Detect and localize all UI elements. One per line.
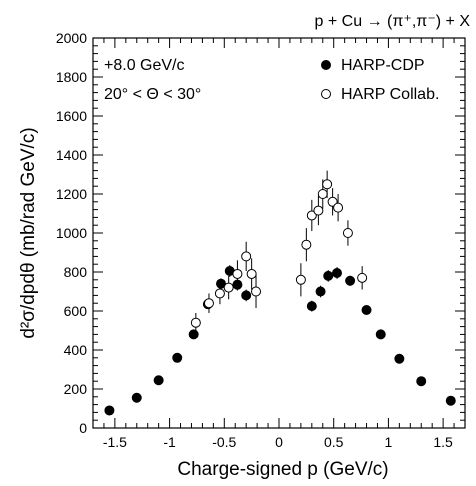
x-axis-ticks: -1.5 -1 -0.5 0 0.5 1 1.5 (92, 38, 466, 450)
x-tick-label: -1 (163, 434, 176, 450)
y-tick-label: 0 (79, 420, 87, 436)
y-axis-ticks: 0 200 400 600 800 1000 1200 1400 1600 1800 2000 (56, 30, 465, 436)
data-point-open (313, 205, 324, 216)
y-tick-label: 1800 (56, 69, 87, 85)
x-tick-label: 1.5 (433, 434, 453, 450)
data-point-open (190, 317, 201, 328)
data-point-open (342, 228, 353, 238)
data-point-filled (216, 278, 227, 289)
y-axis-title: d²σ/dpdθ (mb/rad GeV/c) (18, 127, 39, 338)
data-point-open (241, 251, 252, 262)
data-point-filled (306, 301, 317, 312)
y-tick-label: 1600 (56, 108, 87, 124)
data-point-open (333, 202, 344, 213)
data-point-open (232, 268, 243, 279)
data-point-filled (188, 329, 199, 340)
chart-title: p + Cu → (π⁺,π⁻) + X (315, 13, 471, 30)
y-tick-label: 2000 (56, 30, 87, 46)
data-point-open (203, 298, 214, 309)
data-point-filled (153, 375, 164, 386)
series-harp-cdp (104, 265, 456, 416)
data-series (104, 170, 456, 416)
legend-marker-harp-collab (321, 89, 331, 99)
data-point-filled (315, 286, 326, 297)
legend-marker-harp-cdp (321, 60, 331, 70)
y-tick-label: 400 (64, 342, 88, 358)
data-point-filled (394, 353, 405, 364)
x-tick-label: -0.5 (212, 434, 236, 450)
y-tick-label: 800 (64, 264, 88, 280)
data-point-filled (445, 395, 456, 406)
x-tick-label: -1.5 (103, 434, 127, 450)
y-tick-label: 1000 (56, 225, 87, 241)
x-axis-title: Charge-signed p (GeV/c) (177, 459, 388, 480)
data-point-open (214, 288, 225, 299)
data-point-open (306, 210, 317, 221)
beam-momentum-annotation: +8.0 GeV/c (104, 57, 185, 74)
legend: HARP-CDP HARP Collab. (321, 57, 439, 103)
data-point-filled (345, 275, 356, 286)
y-tick-label: 200 (64, 381, 88, 397)
legend-label-harp-collab: HARP Collab. (341, 86, 439, 103)
y-tick-label: 1400 (56, 147, 87, 163)
data-point-filled (416, 376, 427, 387)
data-point-open (223, 282, 234, 293)
series-harp-collab (190, 170, 368, 333)
y-tick-label: 1200 (56, 186, 87, 202)
data-point-filled (172, 352, 183, 363)
data-point-open (301, 239, 312, 250)
data-point-filled (361, 305, 372, 316)
data-point-filled (331, 267, 342, 278)
y-tick-label: 600 (64, 303, 88, 319)
data-point-open (251, 286, 262, 297)
legend-label-harp-cdp: HARP-CDP (341, 57, 425, 74)
data-point-open (357, 272, 368, 283)
x-tick-label: 0 (275, 434, 283, 450)
data-point-filled (104, 405, 115, 416)
data-point-filled (131, 392, 142, 403)
x-tick-label: 1 (385, 434, 393, 450)
data-point-filled (323, 270, 334, 281)
data-point-open (322, 179, 333, 190)
data-point-filled (241, 290, 252, 301)
data-point-filled (375, 329, 386, 340)
data-point-open (295, 274, 306, 285)
angle-range-annotation: 20° < Θ < 30° (104, 86, 201, 103)
data-point-open (246, 268, 257, 279)
data-point-open (317, 189, 328, 199)
x-tick-label: 0.5 (324, 434, 344, 450)
